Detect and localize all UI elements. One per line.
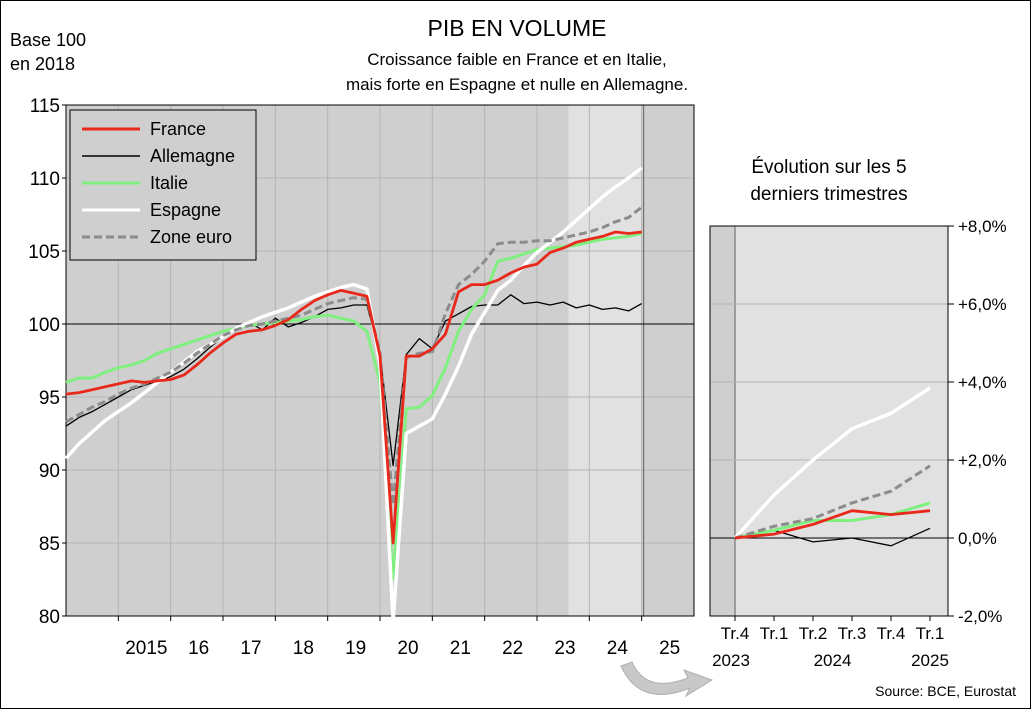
curved-arrow-icon — [620, 661, 714, 698]
inset-plot-area — [709, 225, 949, 617]
inset-y-tick-label: +6,0% — [958, 295, 1007, 314]
y-axis-unit-line2: en 2018 — [10, 54, 75, 74]
chart-subtitle-line2: mais forte en Espagne et nulle en Allema… — [346, 75, 688, 94]
main-x-tick-label: 24 — [607, 638, 629, 659]
main-y-tick-label: 100 — [28, 315, 60, 336]
inset-series-zone-euro — [734, 464, 931, 540]
inset-x-tick-label: Tr.1 — [916, 624, 945, 643]
inset-title-line1: Évolution sur les 5 — [751, 157, 906, 178]
main-x-tick-label: 17 — [240, 638, 261, 659]
inset-x-tick-label: Tr.1 — [760, 624, 789, 643]
main-y-tick-label: 80 — [39, 607, 60, 628]
inset-y-tick-label: +8,0% — [958, 217, 1007, 236]
main-x-tick-label: 23 — [554, 638, 575, 659]
legend-label: Zone euro — [150, 227, 232, 247]
main-y-tick-label: 90 — [39, 461, 60, 482]
main-y-tick-label: 105 — [28, 242, 60, 263]
legend-label: Italie — [150, 173, 188, 193]
legend-label: France — [150, 119, 206, 139]
inset-x-tick-label: Tr.4 — [721, 624, 750, 643]
main-x-tick-label: 19 — [345, 638, 366, 659]
main-x-tick-label: 2015 — [125, 638, 167, 659]
main-x-tick-label: 22 — [502, 638, 523, 659]
inset-plot-border — [709, 225, 949, 617]
main-series-italie — [65, 232, 643, 581]
inset-year-label: 2024 — [814, 651, 852, 670]
legend-label: Allemagne — [150, 146, 235, 166]
main-series-zone-euro — [65, 206, 643, 507]
main-y-tick-label: 115 — [30, 96, 60, 117]
y-axis-unit-line1: Base 100 — [10, 30, 86, 50]
source-note: Source: BCE, Eurostat — [875, 683, 1016, 699]
inset-year-label: 2025 — [911, 651, 949, 670]
inset-year-label: 2023 — [712, 651, 750, 670]
main-x-tick-label: 20 — [397, 638, 418, 659]
main-y-tick-label: 110 — [30, 169, 60, 190]
legend-label: Espagne — [150, 200, 221, 220]
inset-previous-period-shade — [710, 226, 735, 616]
inset-y-tick-label: -2,0% — [958, 607, 1002, 626]
chart-subtitle-line1: Croissance faible en France et en Italie… — [367, 50, 667, 69]
inset-x-tick-label: Tr.3 — [838, 624, 867, 643]
main-y-tick-label: 85 — [39, 534, 60, 555]
main-x-tick-label: 21 — [450, 638, 471, 659]
inset-y-tick-label: +4,0% — [958, 373, 1007, 392]
inset-x-tick-label: Tr.4 — [877, 624, 906, 643]
main-x-tick-label: 18 — [293, 638, 314, 659]
inset-series-france — [734, 509, 931, 540]
main-y-tick-label: 95 — [39, 388, 60, 409]
main-x-tick-label: 25 — [659, 638, 680, 659]
inset-x-tick-label: Tr.2 — [799, 624, 828, 643]
main-series-france — [65, 230, 642, 545]
main-series-espagne — [64, 166, 643, 624]
recent-period-shade — [568, 105, 642, 616]
inset-y-tick-label: 0,0% — [958, 529, 997, 548]
inset-y-tick-label: +2,0% — [958, 451, 1007, 470]
inset-title-line2: derniers trimestres — [750, 184, 907, 205]
legend-box — [69, 109, 257, 261]
chart-title: PIB EN VOLUME — [428, 15, 607, 41]
inset-series-espagne — [733, 386, 931, 540]
main-x-tick-label: 16 — [188, 638, 209, 659]
